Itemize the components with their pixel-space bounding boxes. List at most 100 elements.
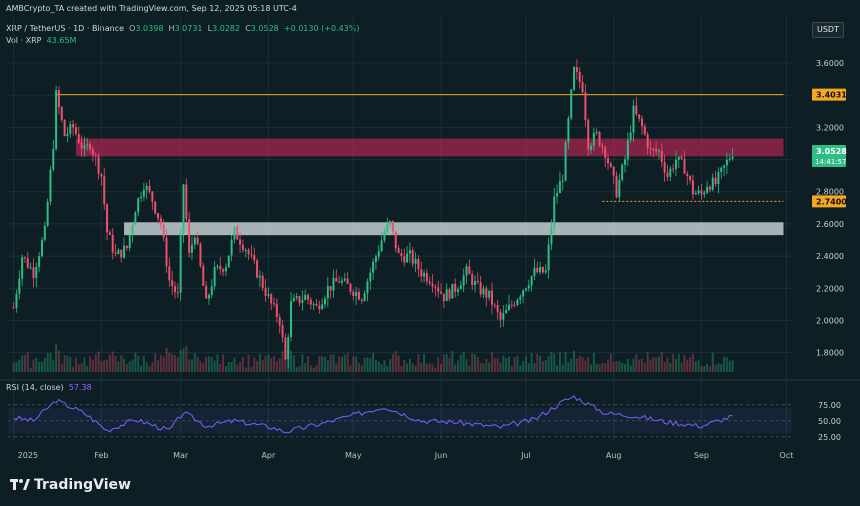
candle-body [462, 275, 465, 286]
candle-body [414, 258, 417, 264]
volume-bar [448, 357, 451, 372]
volume-bar [660, 351, 663, 372]
candle-body [533, 267, 536, 277]
time-tick-label: Jun [434, 451, 448, 460]
candle-body [89, 144, 92, 150]
volume-bar [386, 365, 389, 372]
volume-bar [720, 364, 723, 372]
volume-bar [442, 354, 445, 372]
candle-body [556, 193, 559, 197]
candle-body [612, 166, 615, 176]
candle-body [63, 119, 66, 137]
countdown-text: 14:41:57 [815, 158, 846, 166]
volume-bar [403, 359, 406, 372]
volume-bar [335, 363, 338, 372]
candle-body [479, 282, 482, 295]
high-value: 3.0731 [174, 24, 203, 33]
candle-body [573, 67, 576, 90]
volume-bar [607, 359, 610, 372]
candle-body [677, 156, 680, 160]
candle-body [80, 142, 83, 149]
candle-body [624, 159, 627, 165]
volume-bar [366, 357, 369, 372]
candle-body [629, 132, 632, 141]
candle-body [290, 301, 293, 338]
candle-body [275, 303, 278, 318]
candle-body [338, 281, 341, 283]
volume-bar [360, 365, 363, 372]
volume-bar [216, 354, 219, 372]
candle-body [106, 204, 109, 233]
candle-body [510, 304, 513, 306]
rsi-legend[interactable]: RSI (14, close) 57.38 [6, 383, 92, 392]
candle-body [210, 286, 213, 296]
price-tick-label: 2.2000 [816, 284, 844, 293]
candle-body [471, 274, 474, 286]
volume-bar [629, 365, 632, 372]
candle-body [332, 277, 335, 291]
candle-body [507, 304, 510, 311]
candle-body [190, 244, 193, 253]
volume-bar [408, 358, 411, 372]
volume-bar [431, 364, 434, 372]
volume-bar [193, 353, 196, 372]
volume-bar [561, 364, 564, 372]
candle-body [21, 257, 24, 279]
candle-body [168, 266, 171, 281]
volume-bar [587, 356, 590, 372]
volume-bar [239, 361, 242, 372]
volume-bar [74, 357, 77, 372]
candle-body [52, 148, 55, 170]
volume-bar [414, 365, 417, 372]
candle-body [468, 266, 471, 275]
candle-body [697, 190, 700, 193]
candle-body [185, 184, 188, 220]
volume-legend[interactable]: Vol · XRP 43.65M [6, 36, 76, 45]
candle-body [431, 283, 434, 287]
candle-body [660, 150, 663, 163]
candle-body [256, 260, 259, 278]
volume-bar [123, 358, 126, 372]
volume-bar [417, 353, 420, 372]
candle-body [615, 175, 618, 198]
candle-body [703, 192, 706, 195]
candle-body [281, 325, 284, 338]
price-tick-label: 2.4000 [816, 252, 844, 261]
candle-body [199, 243, 202, 266]
candle-body [273, 303, 276, 305]
candle-body [706, 186, 709, 193]
volume-bar [35, 357, 38, 372]
volume-bar [91, 359, 94, 372]
candle-body [261, 275, 264, 288]
candle-body [408, 250, 411, 254]
candle-body [641, 118, 643, 127]
candle-body [420, 269, 423, 277]
volume-bar [369, 358, 372, 372]
volume-bar [213, 360, 216, 372]
volume-bar [516, 355, 519, 372]
volume-bar [230, 361, 233, 372]
volume-bar [731, 360, 734, 372]
volume-bar [657, 356, 660, 372]
volume-bar [485, 358, 488, 372]
symbol-label[interactable]: XRP / TetherUS · 1D · Binance [6, 24, 125, 33]
volume-bar [267, 354, 270, 372]
candle-body [253, 255, 256, 261]
volume-bar [686, 359, 689, 372]
volume-bar [162, 356, 165, 372]
candle-body [417, 258, 420, 270]
candle-body [335, 277, 338, 282]
volume-bar [18, 359, 21, 372]
volume-bar [321, 356, 324, 372]
candle-body [360, 299, 363, 301]
volume-bar [40, 361, 43, 372]
candle-body [340, 280, 343, 283]
volume-bar [199, 361, 202, 372]
candle-body [32, 267, 35, 278]
volume-bar [241, 356, 244, 372]
volume-bar [66, 355, 69, 372]
volume-bar [97, 351, 100, 372]
currency-unit-badge[interactable]: USDT [812, 22, 844, 38]
